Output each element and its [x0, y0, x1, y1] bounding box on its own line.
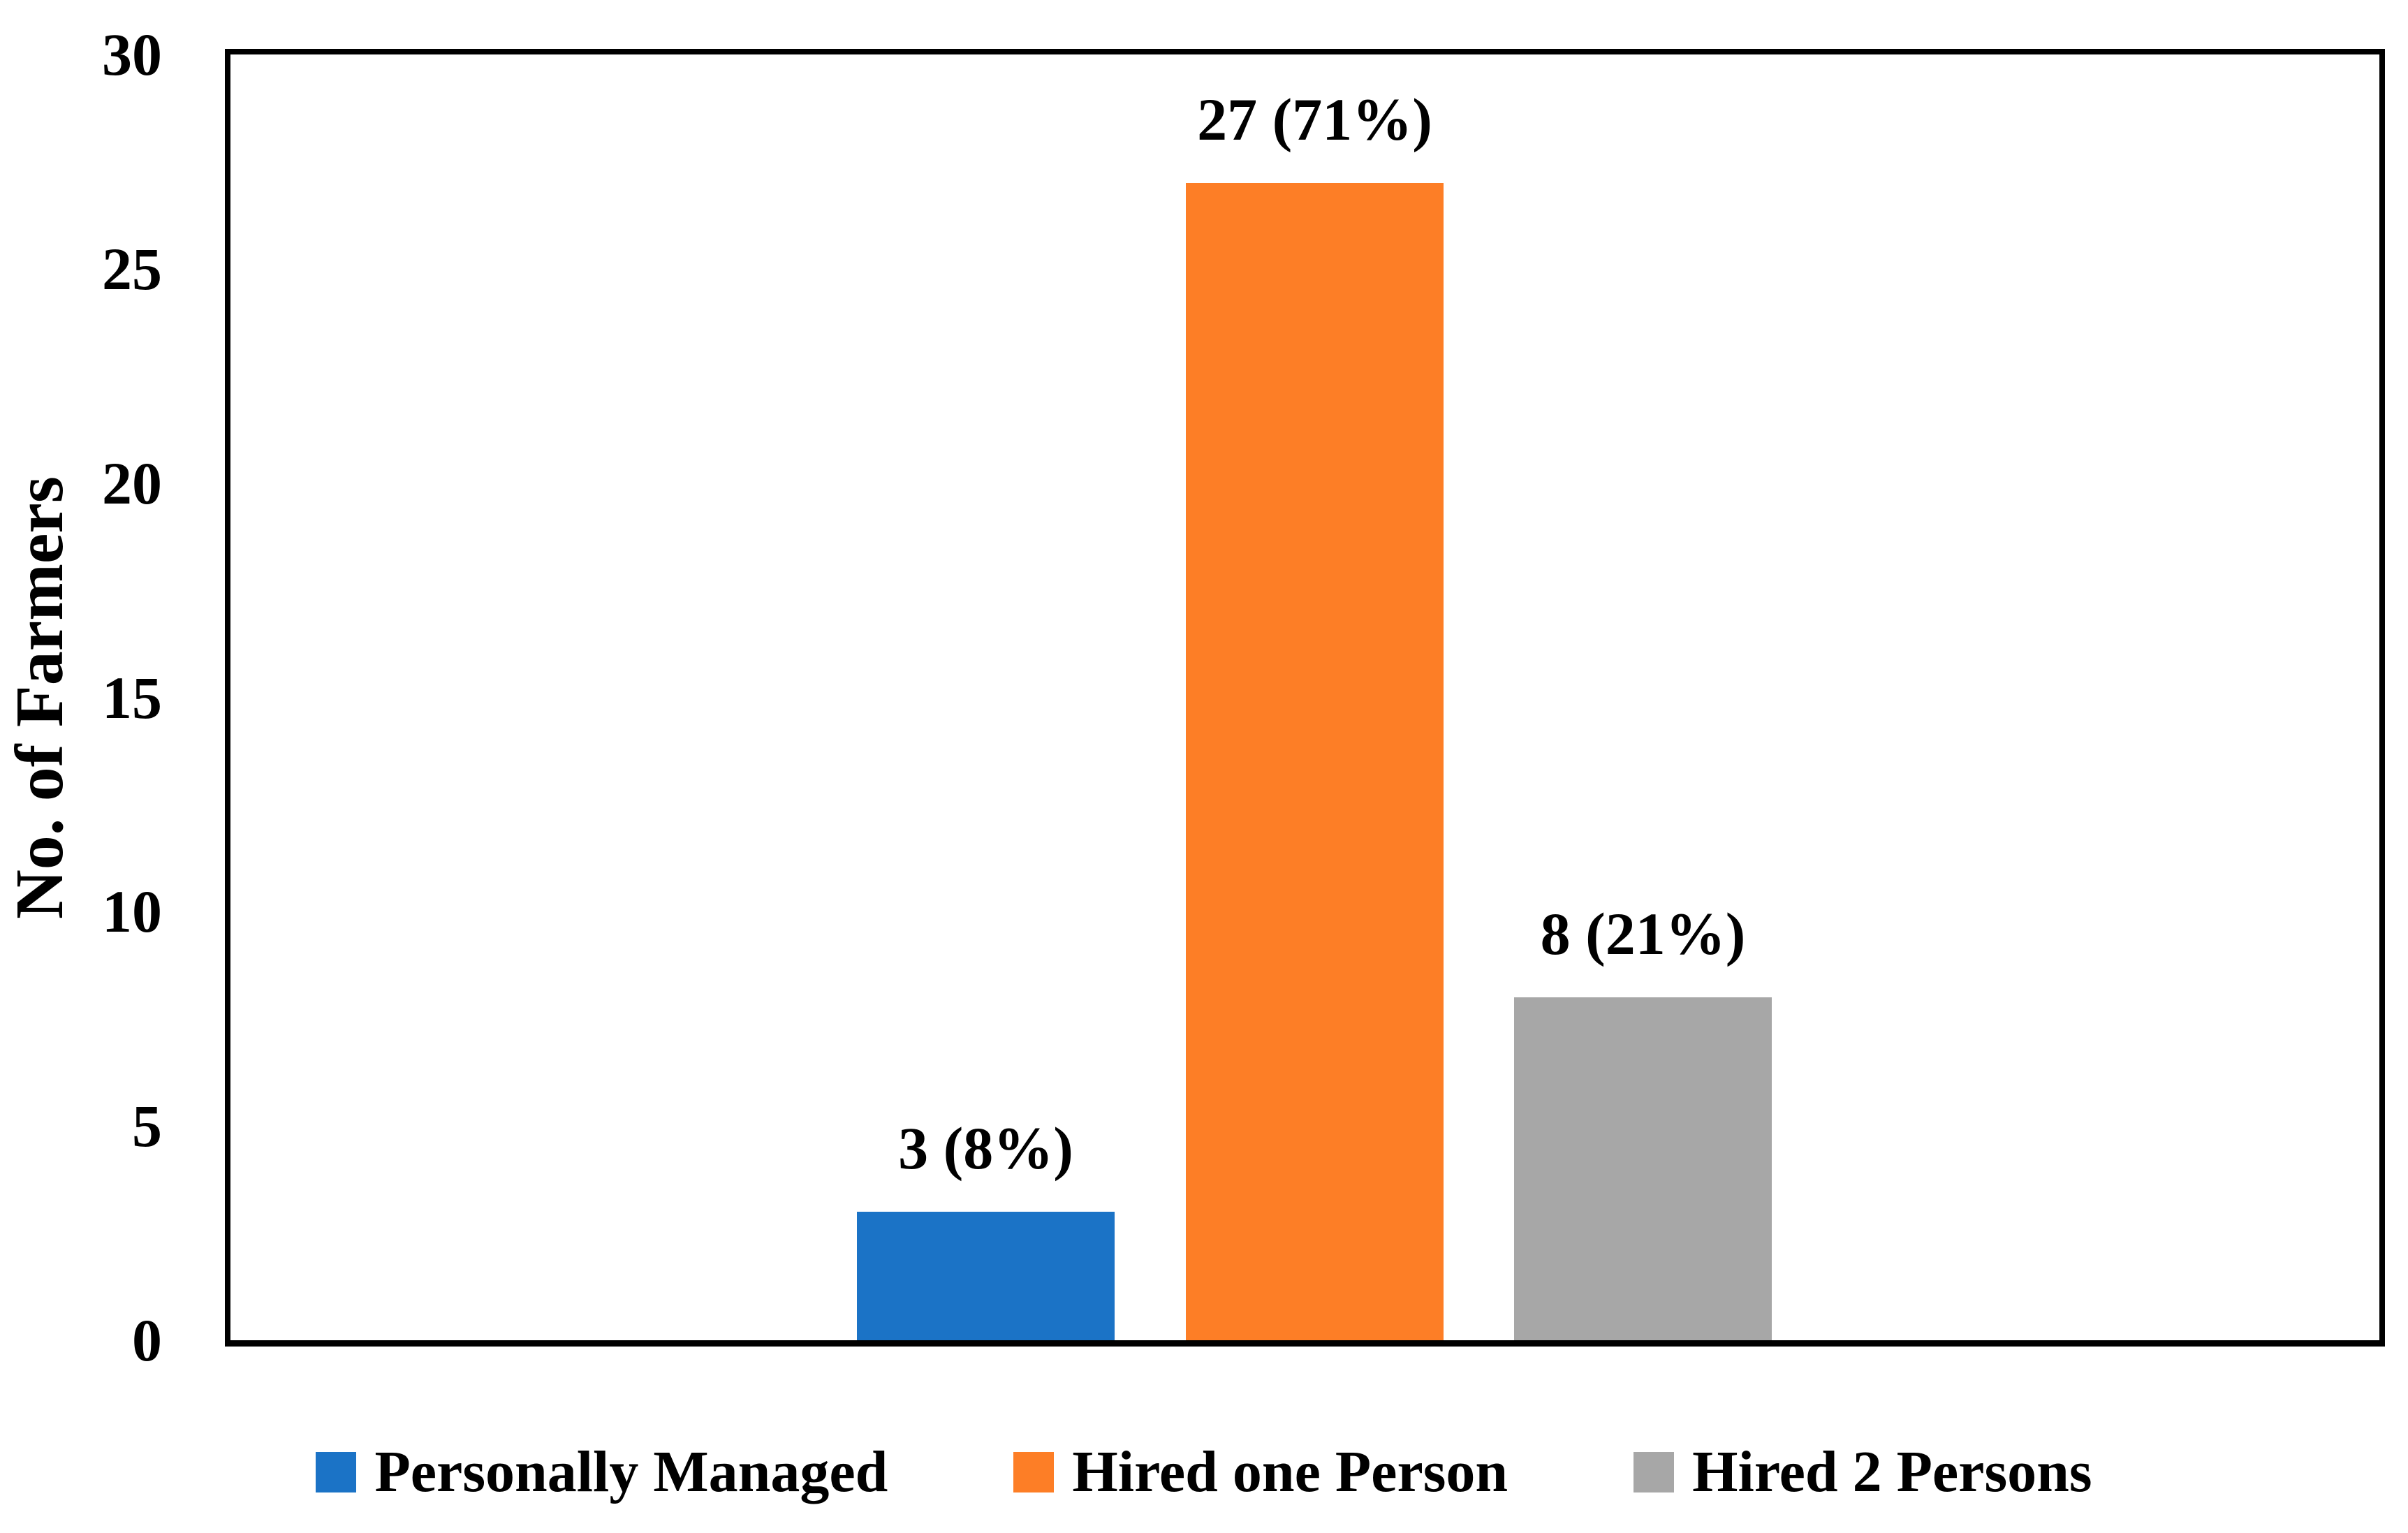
- legend-swatch-gray: [1634, 1452, 1675, 1493]
- legend-swatch-orange: [1013, 1452, 1055, 1493]
- bar-data-label: 27 (71%): [1197, 86, 1432, 153]
- y-tick-label: 20: [102, 450, 162, 517]
- bar-hired-2-persons: 8 (21%): [1514, 904, 1772, 1340]
- y-axis-tick-labels: 0 5 10 15 20 25 30: [0, 24, 162, 1370]
- y-tick-label: 0: [132, 1307, 162, 1374]
- chart-legend: Personally Managed Hired one Person Hire…: [0, 1439, 2408, 1504]
- legend-item-hired-2-persons: Hired 2 Persons: [1634, 1439, 2092, 1504]
- legend-label: Hired one Person: [1072, 1439, 1508, 1504]
- legend-swatch-blue: [316, 1452, 357, 1493]
- plot-area: 3 (8%) 27 (71%) 8 (21%): [225, 49, 2385, 1347]
- legend-item-personally-managed: Personally Managed: [316, 1439, 888, 1504]
- legend-label: Personally Managed: [374, 1439, 888, 1504]
- bar-hired-one-person: 27 (71%): [1186, 89, 1444, 1340]
- y-tick-label: 5: [132, 1092, 162, 1159]
- legend-item-hired-one-person: Hired one Person: [1013, 1439, 1508, 1504]
- bar-data-label: 3 (8%): [898, 1115, 1073, 1182]
- y-tick-label: 30: [102, 21, 162, 88]
- y-tick-label: 10: [102, 878, 162, 945]
- y-tick-label: 25: [102, 235, 162, 302]
- legend-label: Hired 2 Persons: [1692, 1439, 2092, 1504]
- y-tick-label: 15: [102, 664, 162, 731]
- bar-personally-managed: 3 (8%): [857, 1118, 1115, 1340]
- bar-data-label: 8 (21%): [1540, 900, 1746, 967]
